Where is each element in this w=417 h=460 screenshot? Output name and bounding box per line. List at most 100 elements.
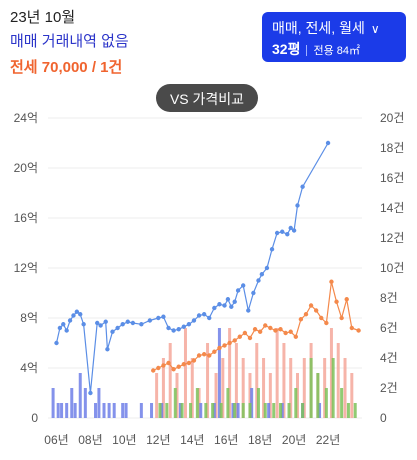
trade-price-point bbox=[54, 340, 59, 346]
deal-type-selector[interactable]: 매매, 전세, 월세 ∨ 32평 전용 84㎡ bbox=[262, 12, 406, 62]
trade-price-point bbox=[95, 320, 100, 326]
trade-volume-bar bbox=[217, 328, 221, 418]
trade-price-point bbox=[212, 305, 217, 311]
trade-price-point bbox=[88, 390, 93, 396]
rent-volume-bar bbox=[155, 373, 159, 418]
rent-price-point bbox=[237, 334, 242, 339]
trade-price-point bbox=[325, 140, 331, 146]
left-tick-label: 12억 bbox=[14, 261, 38, 275]
rent-volume-bar bbox=[323, 358, 327, 418]
rent-summary: 전세 70,000 / 1건 bbox=[10, 59, 123, 76]
rent-price-point bbox=[151, 368, 156, 373]
rent-price-point bbox=[268, 325, 273, 331]
right-tick-label: 6건 bbox=[380, 321, 398, 335]
right-tick-label: 2건 bbox=[380, 381, 398, 395]
trade-volume-bar bbox=[267, 403, 271, 418]
trade-price-point bbox=[259, 272, 265, 277]
trade-price-point bbox=[191, 318, 197, 323]
rent-price-point bbox=[288, 329, 293, 334]
rent-price-point bbox=[156, 365, 161, 371]
rent-price-point bbox=[201, 352, 207, 357]
rent-volume-bar bbox=[268, 373, 272, 418]
rent-price-point bbox=[191, 358, 197, 363]
trade-price-point bbox=[235, 288, 241, 293]
trade-volume-bar bbox=[73, 403, 77, 418]
rent-price-point bbox=[252, 327, 258, 332]
rent-price-point bbox=[278, 327, 283, 332]
trade-price-point bbox=[161, 314, 166, 319]
rent-volume-bar bbox=[161, 358, 165, 418]
rent-price-point bbox=[313, 308, 319, 313]
rent-price-point bbox=[207, 353, 212, 358]
rent-volume-bar bbox=[329, 328, 333, 418]
right-tick-label: 12건 bbox=[380, 231, 404, 245]
x-tick-label: 14년 bbox=[180, 433, 204, 447]
right-tick-label: 16건 bbox=[380, 171, 404, 185]
trade-price-point bbox=[232, 299, 237, 304]
trade-price-point bbox=[64, 328, 69, 333]
monthly-volume-bar bbox=[263, 403, 267, 418]
monthly-volume-bar bbox=[279, 403, 283, 418]
trade-status: 매매 거래내역 없음 bbox=[10, 33, 129, 50]
vs-compare-button[interactable]: VS 가격비교 bbox=[156, 84, 258, 112]
trade-volume-bar bbox=[78, 373, 82, 418]
trade-volume-bar bbox=[51, 388, 55, 418]
rent-price-point bbox=[217, 345, 222, 351]
monthly-volume-bar bbox=[165, 403, 169, 418]
monthly-volume-bar bbox=[211, 403, 215, 418]
monthly-volume-bar bbox=[301, 403, 305, 418]
monthly-volume-bar bbox=[241, 403, 245, 418]
right-tick-label: 10건 bbox=[380, 261, 404, 275]
monthly-volume-bar bbox=[272, 403, 276, 418]
trade-price-point bbox=[176, 327, 181, 332]
chart-grid bbox=[48, 117, 362, 419]
left-tick-label: 24억 bbox=[14, 111, 38, 125]
rent-price-point bbox=[349, 325, 355, 331]
trade-volume-bar bbox=[250, 388, 254, 418]
rent-price-point bbox=[176, 364, 181, 369]
trade-volume-bar bbox=[178, 403, 182, 418]
rent-price-point bbox=[166, 360, 171, 366]
trade-price-point bbox=[288, 225, 293, 231]
right-tick-label: 18건 bbox=[380, 141, 404, 155]
x-tick-label: 06년 bbox=[44, 433, 68, 447]
monthly-volume-bar bbox=[340, 388, 344, 418]
rent-price-point bbox=[293, 334, 299, 339]
trade-price-point bbox=[105, 347, 110, 352]
rent-price-point bbox=[181, 362, 186, 367]
pyeong-label: 32평 bbox=[272, 41, 301, 57]
trade-volume-bar bbox=[199, 403, 203, 418]
rent-volume-bar bbox=[221, 358, 225, 418]
monthly-volume-bar bbox=[219, 403, 223, 418]
trade-price-point bbox=[229, 304, 234, 309]
rent-volume-bar bbox=[214, 373, 218, 418]
trade-volume-bar bbox=[318, 403, 322, 418]
rent-volume-bar bbox=[302, 358, 306, 418]
trade-price-point bbox=[115, 325, 120, 331]
chevron-down-icon: ∨ bbox=[370, 22, 380, 36]
monthly-volume-bar bbox=[331, 358, 335, 418]
x-tick-label: 22년 bbox=[316, 433, 340, 447]
right-tick-label: 4건 bbox=[380, 351, 398, 365]
trade-volume-bar bbox=[139, 403, 143, 418]
monthly-volume-bar bbox=[180, 403, 184, 418]
trade-volume-bar bbox=[150, 403, 154, 418]
x-tick-label: 16년 bbox=[214, 433, 238, 447]
rent-price-point bbox=[161, 363, 166, 368]
trade-volume-bar bbox=[94, 403, 98, 418]
summary-header: 23년 10월 매매 거래내역 없음 전세 70,000 / 1건 bbox=[10, 8, 129, 78]
rent-price-point bbox=[273, 328, 278, 333]
trade-price-point bbox=[171, 328, 176, 333]
trade-volume-bar bbox=[70, 388, 74, 418]
trade-price-point bbox=[196, 313, 202, 318]
monthly-volume-bar bbox=[309, 358, 313, 418]
rent-price-point bbox=[283, 330, 288, 336]
monthly-volume-bar bbox=[226, 388, 230, 418]
monthly-volume-bar bbox=[248, 403, 252, 418]
trade-price-point bbox=[98, 323, 103, 328]
trade-volume-bar bbox=[236, 403, 240, 418]
trade-volume-bar bbox=[97, 388, 101, 418]
trade-volume-bar bbox=[56, 403, 60, 418]
trade-price-point bbox=[256, 278, 261, 283]
